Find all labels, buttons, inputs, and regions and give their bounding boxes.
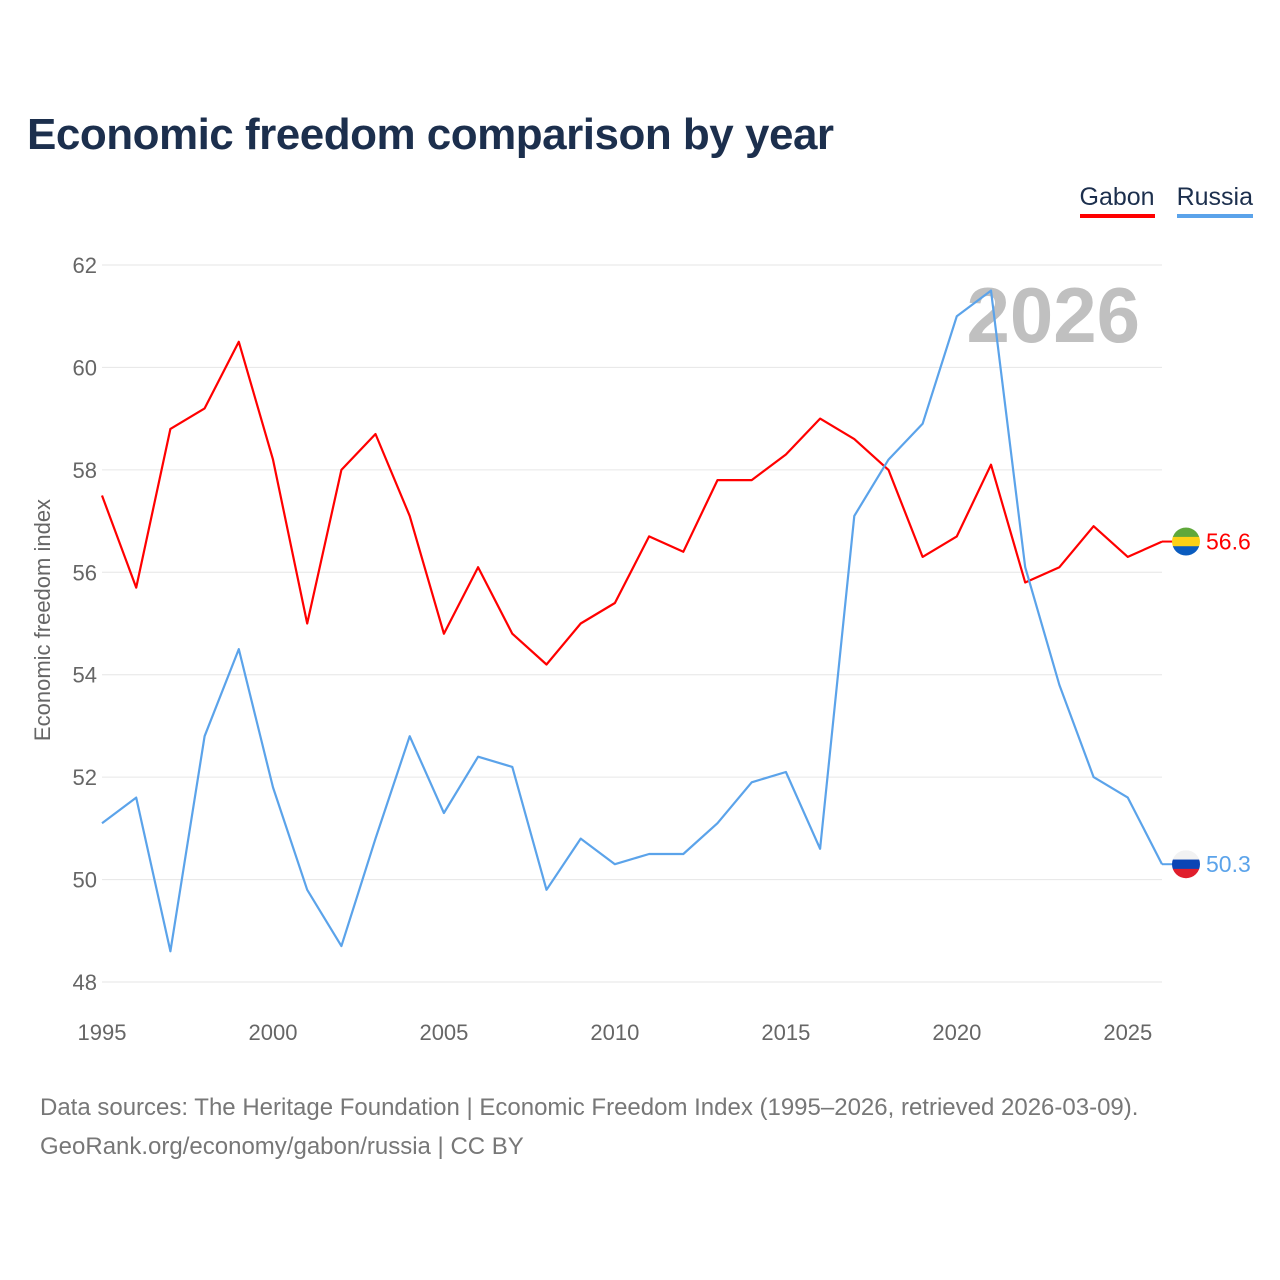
x-tick-label: 2020 xyxy=(932,1020,981,1045)
y-tick-label: 60 xyxy=(73,355,97,380)
legend-item-russia[interactable]: Russia xyxy=(1176,183,1253,218)
y-tick-label: 58 xyxy=(73,458,97,483)
y-tick-label: 62 xyxy=(73,253,97,278)
footer: Data sources: The Heritage Foundation | … xyxy=(40,1088,1138,1166)
legend: Gabon Russia xyxy=(1079,183,1253,218)
gabon-flag-icon xyxy=(1172,546,1200,556)
y-tick-label: 52 xyxy=(73,765,97,790)
russia-flag-icon xyxy=(1172,859,1200,870)
year-watermark: 2026 xyxy=(966,271,1140,359)
x-tick-label: 2000 xyxy=(248,1020,297,1045)
attribution: GeoRank.org/economy/gabon/russia | CC BY xyxy=(40,1133,524,1160)
x-tick-label: 2010 xyxy=(590,1020,639,1045)
end-value-label: 56.6 xyxy=(1206,529,1251,555)
x-tick-label: 2025 xyxy=(1103,1020,1152,1045)
x-tick-label: 1995 xyxy=(78,1020,127,1045)
y-tick-label: 48 xyxy=(73,970,97,995)
legend-item-gabon[interactable]: Gabon xyxy=(1079,183,1155,218)
y-tick-label: 50 xyxy=(73,868,97,893)
end-value-label: 50.3 xyxy=(1206,851,1251,877)
x-tick-label: 2005 xyxy=(419,1020,468,1045)
y-tick-label: 56 xyxy=(73,560,97,585)
russia-flag-icon xyxy=(1172,868,1200,879)
gabon-flag-icon xyxy=(1172,527,1200,538)
data-source-note: Data sources: The Heritage Foundation | … xyxy=(40,1094,1139,1121)
x-tick-label: 2015 xyxy=(761,1020,810,1045)
series-line-gabon xyxy=(100,340,1163,666)
russia-flag-icon xyxy=(1172,850,1200,861)
y-tick-label: 54 xyxy=(73,663,97,688)
chart-title: Economic freedom comparison by year xyxy=(27,110,834,159)
series-line-russia xyxy=(101,289,1163,953)
gabon-flag-icon xyxy=(1172,536,1200,547)
y-axis-label: Economic freedom index xyxy=(30,499,55,741)
